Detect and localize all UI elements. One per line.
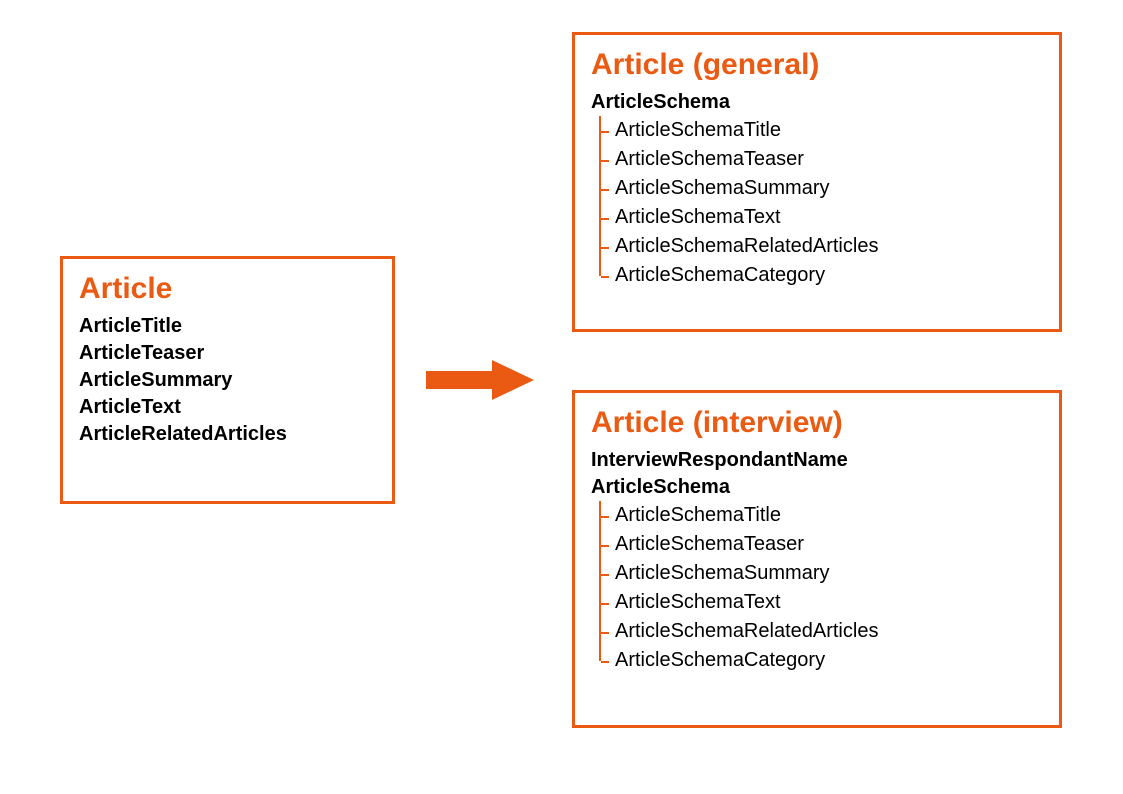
- article-general-title: Article (general): [591, 47, 1043, 83]
- schema-tree-item: ArticleSchemaSummary: [601, 174, 1043, 203]
- article-general-box: Article (general) ArticleSchema ArticleS…: [572, 32, 1062, 332]
- article-field: ArticleTeaser: [79, 340, 376, 367]
- article-box-title: Article: [79, 271, 376, 307]
- schema-tree-item: ArticleSchemaText: [601, 588, 1043, 617]
- extra-field: InterviewRespondantName: [591, 447, 1043, 474]
- article-box: Article ArticleTitle ArticleTeaser Artic…: [60, 256, 395, 504]
- schema-tree-item: ArticleSchemaCategory: [601, 646, 1043, 675]
- schema-tree: ArticleSchemaTitle ArticleSchemaTeaser A…: [601, 501, 1043, 675]
- schema-tree-item: ArticleSchemaRelatedArticles: [601, 232, 1043, 261]
- article-interview-box: Article (interview) InterviewRespondantN…: [572, 390, 1062, 728]
- schema-tree-item: ArticleSchemaRelatedArticles: [601, 617, 1043, 646]
- article-field: ArticleRelatedArticles: [79, 421, 376, 448]
- schema-label: ArticleSchema: [591, 474, 1043, 501]
- schema-label: ArticleSchema: [591, 89, 1043, 116]
- schema-tree-item: ArticleSchemaText: [601, 203, 1043, 232]
- article-interview-title: Article (interview): [591, 405, 1043, 441]
- article-field: ArticleText: [79, 394, 376, 421]
- article-field: ArticleSummary: [79, 367, 376, 394]
- schema-tree-item: ArticleSchemaTeaser: [601, 145, 1043, 174]
- schema-tree-item: ArticleSchemaCategory: [601, 261, 1043, 290]
- schema-tree-item: ArticleSchemaTeaser: [601, 530, 1043, 559]
- schema-tree-item: ArticleSchemaTitle: [601, 501, 1043, 530]
- schema-tree: ArticleSchemaTitle ArticleSchemaTeaser A…: [601, 116, 1043, 290]
- schema-tree-item: ArticleSchemaSummary: [601, 559, 1043, 588]
- arrow-icon: [420, 335, 540, 425]
- article-field: ArticleTitle: [79, 313, 376, 340]
- schema-tree-item: ArticleSchemaTitle: [601, 116, 1043, 145]
